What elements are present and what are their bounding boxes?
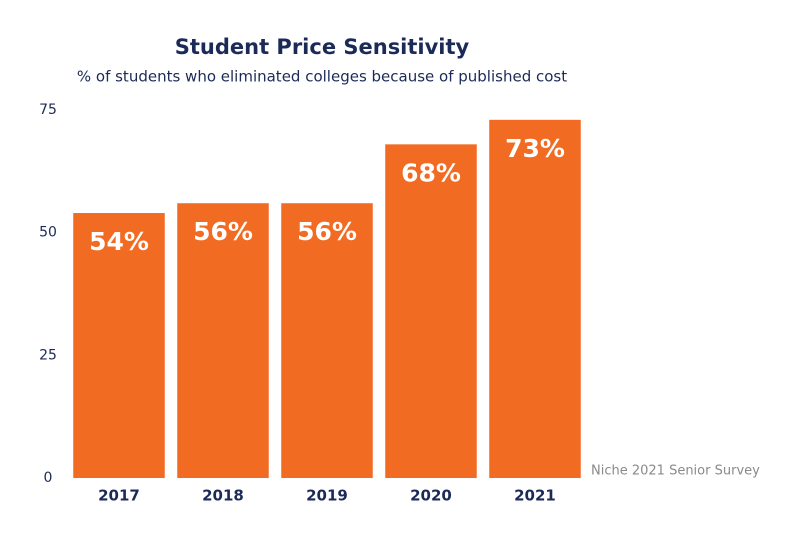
bar: [281, 203, 373, 478]
source-note: Niche 2021 Senior Survey: [591, 464, 760, 479]
y-tick-label: 0: [44, 470, 53, 486]
value-label: 73%: [505, 134, 565, 163]
chart-title: Student Price Sensitivity: [175, 35, 470, 59]
value-label: 56%: [297, 217, 357, 246]
x-tick-label: 2018: [202, 487, 244, 505]
bar: [177, 203, 269, 478]
y-tick-label: 25: [39, 347, 57, 363]
y-tick-label: 75: [39, 102, 57, 118]
bar: [489, 119, 581, 479]
y-tick-label: 50: [39, 225, 57, 241]
value-label: 68%: [401, 158, 461, 187]
value-label: 54%: [89, 227, 149, 256]
x-tick-label: 2019: [306, 487, 348, 505]
x-tick-label: 2021: [514, 487, 556, 505]
x-tick-label: 2020: [410, 487, 452, 505]
value-label: 56%: [193, 217, 253, 246]
bar: [385, 144, 477, 478]
x-tick-label: 2017: [98, 487, 140, 505]
chart-subtitle: % of students who eliminated colleges be…: [77, 68, 567, 86]
bar: [73, 213, 165, 479]
